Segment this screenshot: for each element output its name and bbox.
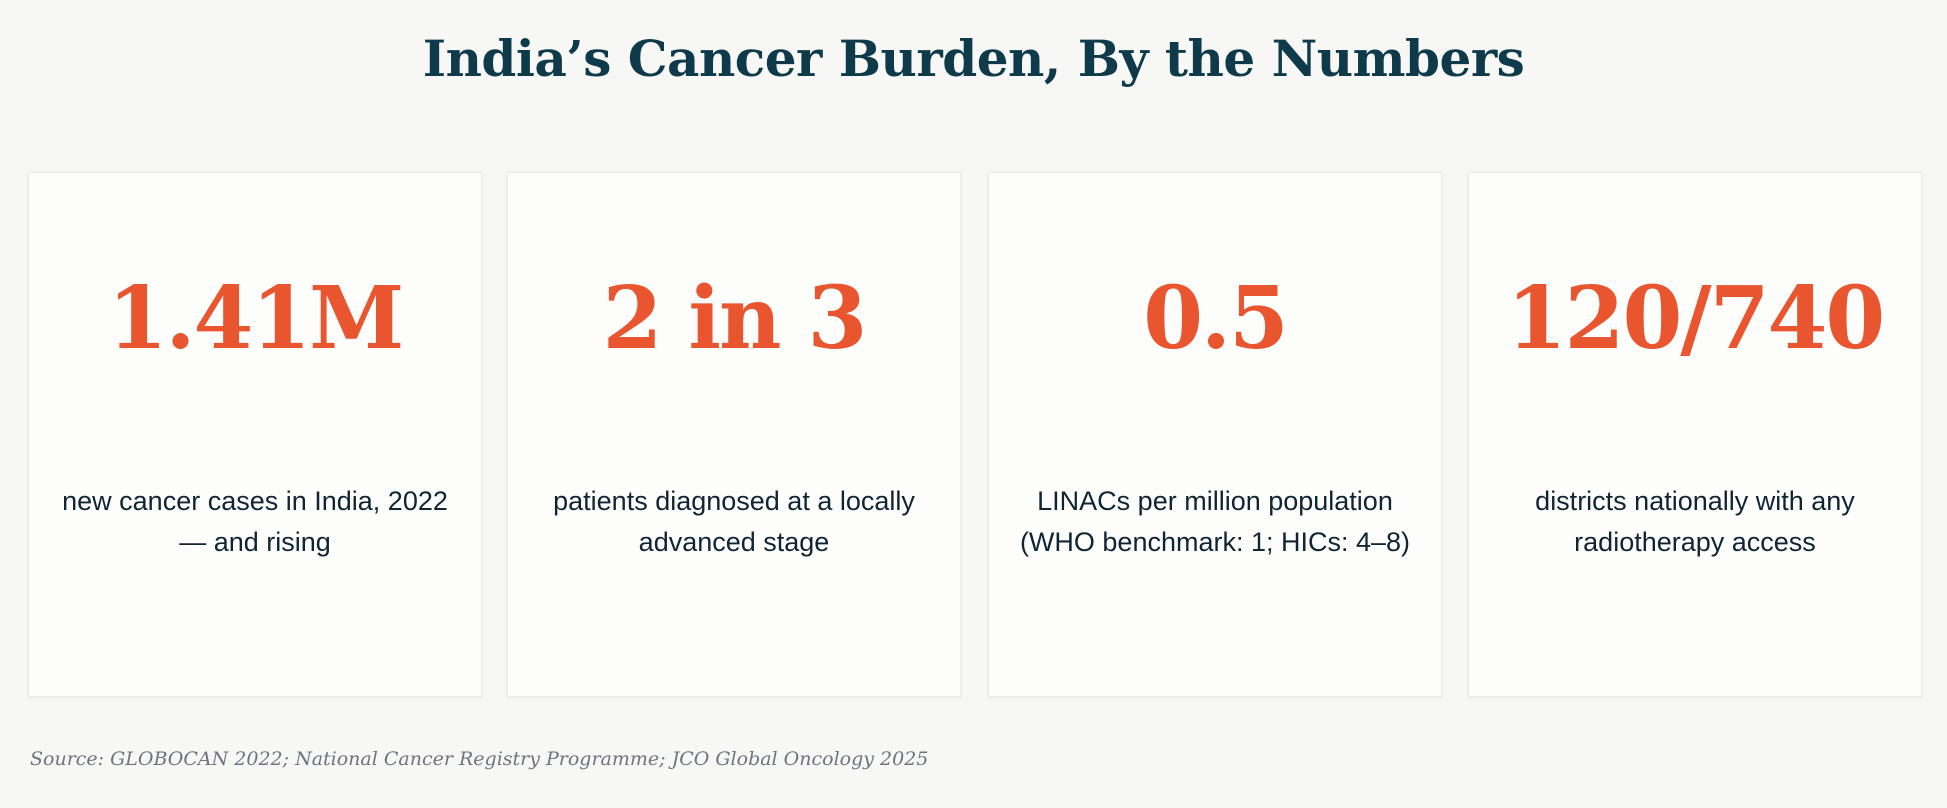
stat-label: LINACs per million population (WHO bench…	[1019, 486, 1411, 557]
stat-card-new-cases: 1.41M new cancer cases in India, 2022 — …	[28, 172, 482, 697]
stat-value: 120/740	[1506, 268, 1885, 369]
stat-value: 1.41M	[107, 268, 405, 369]
stat-label: new cancer cases in India, 2022 — and ri…	[62, 486, 448, 557]
stat-card-districts: 120/740 districts nationally with any ra…	[1468, 172, 1922, 697]
stat-card-linacs: 0.5 LINACs per million population (WHO b…	[988, 172, 1442, 697]
page-title: India’s Cancer Burden, By the Numbers	[422, 29, 1525, 88]
stat-value: 0.5	[1143, 268, 1289, 369]
stat-card-late-diagnosis: 2 in 3 patients diagnosed at a locally a…	[507, 172, 961, 697]
stat-value: 2 in 3	[602, 268, 868, 369]
stat-label: patients diagnosed at a locally advanced…	[553, 486, 915, 557]
source-note: Source: GLOBOCAN 2022; National Cancer R…	[30, 748, 929, 770]
stat-label: districts nationally with any radiothera…	[1535, 486, 1855, 557]
